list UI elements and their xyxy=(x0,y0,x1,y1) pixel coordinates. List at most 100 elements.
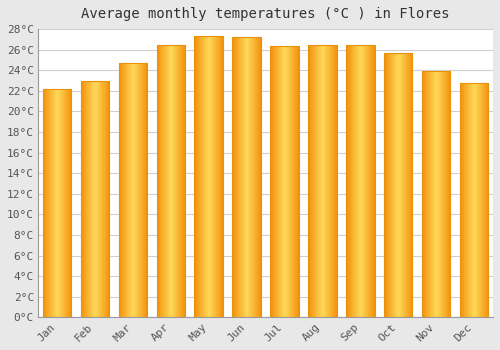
Bar xyxy=(202,36,203,317)
Bar xyxy=(365,44,366,317)
Bar xyxy=(107,80,108,317)
Bar xyxy=(448,71,449,317)
Bar xyxy=(241,37,242,317)
Bar xyxy=(167,44,168,317)
Bar xyxy=(54,89,56,317)
Bar xyxy=(64,89,66,317)
Bar xyxy=(284,46,285,317)
Bar xyxy=(360,44,362,317)
Bar xyxy=(48,89,50,317)
Bar xyxy=(468,83,469,317)
Bar xyxy=(388,53,389,317)
Bar xyxy=(409,53,410,317)
Bar xyxy=(45,89,46,317)
Bar xyxy=(237,37,238,317)
Bar xyxy=(164,44,166,317)
Bar xyxy=(50,89,51,317)
Bar xyxy=(126,63,127,317)
Bar xyxy=(185,44,186,317)
Bar xyxy=(86,80,88,317)
Bar xyxy=(122,63,123,317)
Bar xyxy=(142,63,144,317)
Bar xyxy=(132,63,134,317)
Bar xyxy=(163,44,164,317)
Bar xyxy=(184,44,185,317)
Bar xyxy=(462,83,463,317)
Bar xyxy=(59,89,60,317)
Bar xyxy=(460,83,462,317)
Bar xyxy=(467,83,468,317)
Bar xyxy=(136,63,137,317)
Bar xyxy=(385,53,386,317)
Bar xyxy=(252,37,253,317)
Bar xyxy=(387,53,388,317)
Bar xyxy=(159,44,160,317)
Bar xyxy=(336,44,338,317)
Bar xyxy=(218,36,220,317)
Bar xyxy=(156,44,185,317)
Bar xyxy=(438,71,439,317)
Bar xyxy=(84,80,85,317)
Bar xyxy=(362,44,363,317)
Bar xyxy=(276,46,277,317)
Bar xyxy=(43,89,72,317)
Title: Average monthly temperatures (°C ) in Flores: Average monthly temperatures (°C ) in Fl… xyxy=(82,7,450,21)
Bar xyxy=(81,80,82,317)
Bar xyxy=(384,53,385,317)
Bar xyxy=(120,63,121,317)
Bar xyxy=(334,44,336,317)
Bar xyxy=(444,71,446,317)
Bar xyxy=(134,63,135,317)
Bar xyxy=(261,37,262,317)
Bar xyxy=(488,83,489,317)
Bar xyxy=(67,89,68,317)
Bar xyxy=(422,71,450,317)
Bar xyxy=(436,71,438,317)
Bar xyxy=(273,46,274,317)
Bar xyxy=(466,83,467,317)
Bar xyxy=(144,63,145,317)
Bar xyxy=(220,36,222,317)
Bar xyxy=(352,44,353,317)
Bar xyxy=(123,63,124,317)
Bar xyxy=(271,46,272,317)
Bar xyxy=(384,53,412,317)
Bar xyxy=(85,80,86,317)
Bar xyxy=(473,83,474,317)
Bar xyxy=(124,63,126,317)
Bar xyxy=(118,63,147,317)
Bar xyxy=(129,63,130,317)
Bar xyxy=(44,89,45,317)
Bar xyxy=(180,44,182,317)
Bar xyxy=(346,44,374,317)
Bar xyxy=(105,80,106,317)
Bar xyxy=(298,46,299,317)
Bar xyxy=(100,80,101,317)
Bar xyxy=(200,36,201,317)
Bar xyxy=(258,37,260,317)
Bar xyxy=(440,71,441,317)
Bar xyxy=(250,37,252,317)
Bar xyxy=(240,37,241,317)
Bar xyxy=(349,44,350,317)
Bar xyxy=(125,63,126,317)
Bar xyxy=(234,37,236,317)
Bar xyxy=(104,80,105,317)
Bar xyxy=(92,80,93,317)
Bar xyxy=(392,53,393,317)
Bar xyxy=(363,44,364,317)
Bar xyxy=(398,53,400,317)
Bar xyxy=(432,71,433,317)
Bar xyxy=(55,89,56,317)
Bar xyxy=(471,83,472,317)
Bar xyxy=(447,71,448,317)
Bar xyxy=(249,37,250,317)
Bar xyxy=(430,71,432,317)
Bar xyxy=(106,80,107,317)
Bar xyxy=(139,63,140,317)
Bar xyxy=(175,44,176,317)
Bar xyxy=(47,89,48,317)
Bar xyxy=(162,44,163,317)
Bar xyxy=(109,80,110,317)
Bar xyxy=(223,36,224,317)
